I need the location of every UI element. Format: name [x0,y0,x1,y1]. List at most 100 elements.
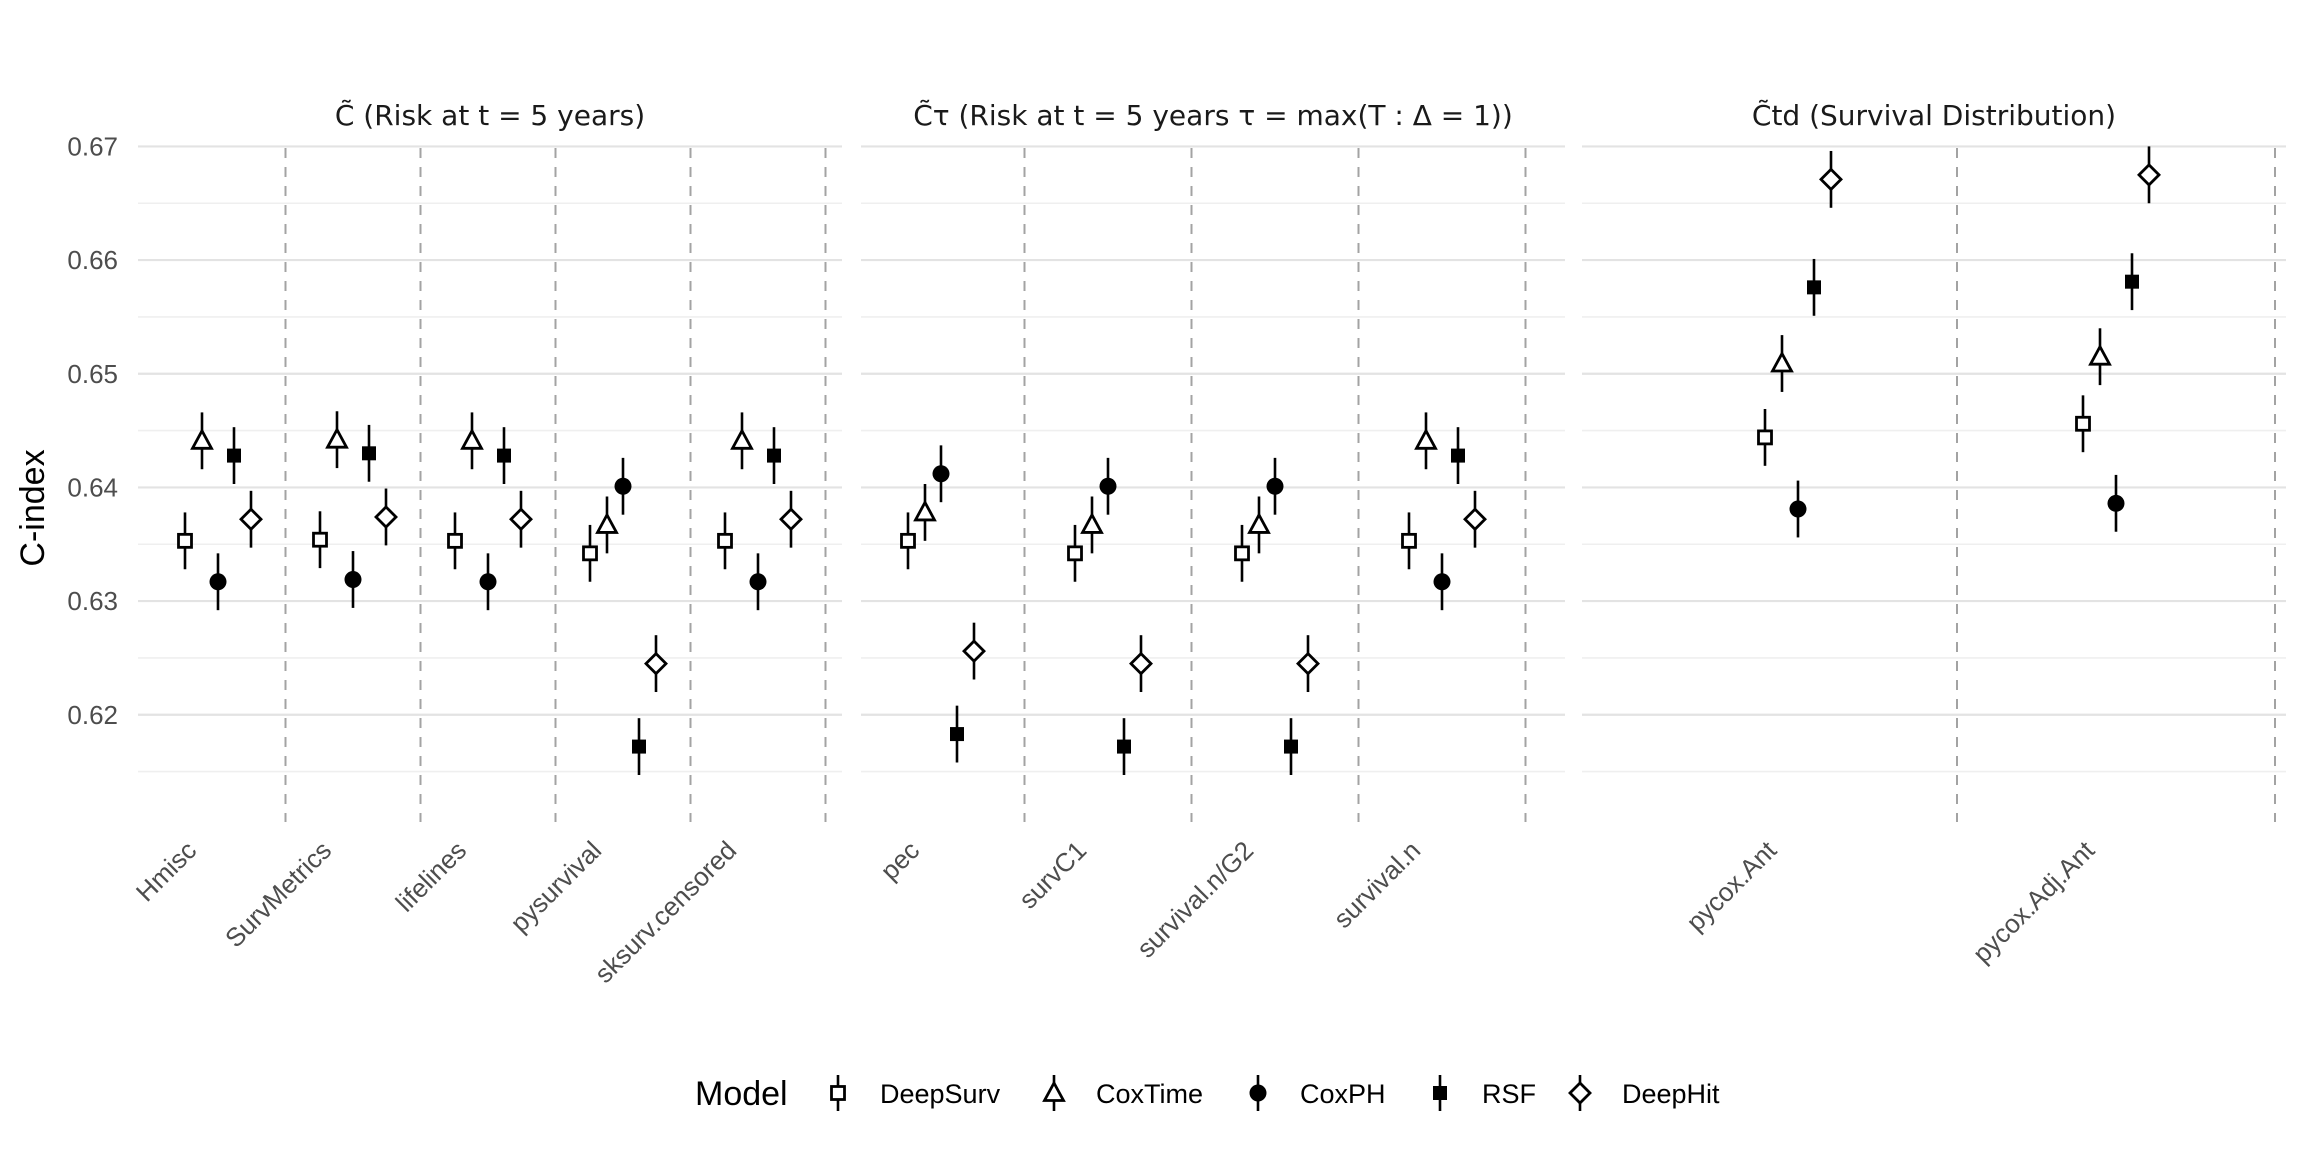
legend-item-coxph: CoxPH [1249,1075,1386,1111]
y-tick-label: 0.65 [67,359,118,389]
point-coxph [2107,494,2125,512]
point-rsf [1284,739,1298,754]
y-tick-label: 0.64 [67,472,118,502]
legend-key-deephit [1568,1081,1592,1105]
point-coxtime [460,427,484,450]
legend-key-rsf [1433,1086,1447,1100]
point-deephit [374,504,398,529]
panel-title: C̃τ (Risk at t = 5 years τ = max(T : Δ =… [913,99,1513,132]
package-hmisc: Hmisc [130,148,287,907]
legend: Model DeepSurv CoxTime CoxPH RSF DeepHit [695,1075,1720,1113]
panel-3: C̃td (Survival Distribution) pycox.Ant pyc… [1582,99,2286,969]
point-coxph [749,573,767,591]
point-coxtime [595,511,619,534]
point-deepsurv [1757,429,1773,446]
point-deepsurv [717,532,733,549]
point-coxph [1099,477,1117,495]
legend-title: Model [695,1075,788,1113]
x-tick-label: lifelines [390,835,473,918]
point-deephit [1129,651,1153,676]
point-deepsurv [582,545,598,562]
point-deepsurv [2075,415,2091,432]
x-tick-label: pec [874,835,925,886]
package-pycox-adj-ant: pycox.Adj.Ant [1967,146,2276,969]
point-deepsurv [1401,532,1417,549]
panel-1: C̃ (Risk at t = 5 years) 0.62 0.63 0.64 0.65… [67,99,842,989]
y-tick-label: 0.67 [67,131,118,161]
legend-label: CoxPH [1300,1079,1386,1109]
x-tick-label: survival.n/G2 [1131,835,1260,964]
package-pysurvival: pysurvival [504,148,692,938]
x-tick-label: SurvMetrics [219,835,337,953]
point-deephit [1819,167,1843,192]
legend-key-coxph [1249,1084,1267,1102]
legend-key-coxtime [1042,1080,1066,1102]
point-deepsurv [177,532,193,549]
point-coxph [932,465,950,483]
x-tick-label: survival.n [1327,835,1426,934]
point-coxph [1433,573,1451,591]
x-tick-label: pycox.Ant [1680,834,1782,936]
legend-label: DeepSurv [880,1079,1001,1109]
x-tick-label: pycox.Adj.Ant [1967,834,2101,968]
legend-item-deepsurv: DeepSurv [830,1075,1001,1111]
point-coxph [1266,477,1284,495]
panel-2: C̃τ (Risk at t = 5 years τ = max(T : Δ =… [861,99,1565,964]
gridlines [861,145,1565,773]
point-deepsurv [447,532,463,549]
point-coxph [344,570,362,588]
y-tick-label: 0.62 [67,700,118,730]
point-coxtime [1247,511,1271,534]
point-deepsurv [312,531,328,548]
point-deepsurv [1067,545,1083,562]
point-rsf [1451,448,1465,463]
point-rsf [767,448,781,463]
y-tick-label: 0.63 [67,586,118,616]
package-sksurv-censored: sksurv.censored [589,148,827,989]
y-axis-label: C-index [14,449,52,566]
point-rsf [362,446,376,461]
legend-key-deepsurv [830,1085,846,1101]
point-rsf [632,739,646,754]
panel-title: C̃ (Risk at t = 5 years) [335,99,645,132]
point-rsf [950,727,964,742]
point-coxtime [2088,343,2112,366]
point-deephit [1463,507,1487,532]
legend-label: RSF [1482,1079,1536,1109]
point-coxtime [1080,511,1104,534]
legend-label: CoxTime [1096,1079,1203,1109]
legend-label: DeepHit [1622,1079,1720,1109]
point-deephit [509,507,533,532]
point-coxph [209,573,227,591]
point-rsf [1117,739,1131,754]
x-tick-label: survC1 [1013,835,1092,914]
point-coxtime [325,426,349,449]
legend-item-deephit: DeepHit [1568,1075,1720,1111]
y-tick-label: 0.66 [67,245,118,275]
point-deephit [644,651,668,676]
point-coxtime [913,499,937,522]
package-pycox-ant: pycox.Ant [1680,148,1958,937]
point-deepsurv [1234,545,1250,562]
x-tick-label: Hmisc [130,835,202,907]
package-survmetrics: SurvMetrics [219,148,422,953]
point-coxph [614,477,632,495]
point-deephit [1296,651,1320,676]
point-coxtime [190,427,214,450]
package-lifelines: lifelines [390,148,557,918]
package-survc1: survC1 [1013,148,1193,914]
point-coxtime [730,427,754,450]
package-survival-n-g2: survival.n/G2 [1131,148,1360,964]
legend-item-rsf: RSF [1433,1075,1536,1111]
point-deephit [962,639,986,664]
point-deephit [779,507,803,532]
gridlines [138,145,842,773]
point-rsf [2125,274,2139,289]
package-pec: pec [874,148,1026,886]
legend-item-coxtime: CoxTime [1042,1075,1203,1111]
x-tick-label: pysurvival [504,835,607,938]
gridlines [1582,145,2286,773]
point-coxph [479,573,497,591]
point-deephit [2137,162,2161,187]
x-tick-label: sksurv.censored [589,835,743,989]
